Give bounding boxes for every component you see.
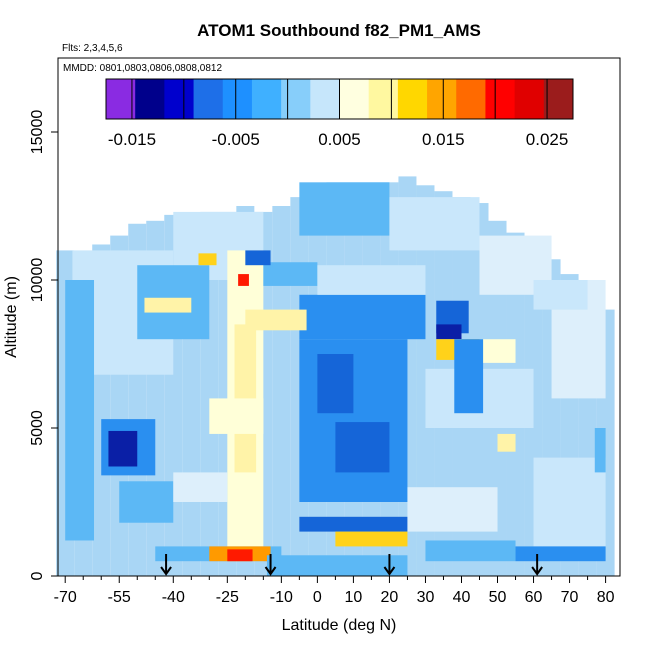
flights-label: Flts: 2,3,4,5,6 [62, 43, 123, 54]
heatmap-cell [533, 280, 588, 310]
heatmap-cell [238, 274, 249, 286]
x-tick-label: -40 [162, 589, 185, 606]
x-tick-label: -55 [108, 589, 131, 606]
colorbar-segment [427, 79, 457, 119]
flight-arrow-head [160, 566, 172, 576]
x-tick-label: 80 [597, 589, 615, 606]
heatmap-cell [263, 262, 318, 286]
heatmap-cell [245, 309, 307, 331]
chart-title: ATOM1 Southbound f82_PM1_AMS [197, 21, 481, 40]
heatmap-cell [317, 354, 354, 414]
y-tick-label: 10000 [29, 258, 46, 303]
y-tick-label: 5000 [29, 410, 46, 446]
colorbar-segment [193, 79, 224, 119]
x-tick-label: 40 [453, 589, 471, 606]
x-tick-label: -25 [216, 589, 239, 606]
arrow-layer [160, 554, 543, 576]
heatmap-layer [56, 176, 615, 577]
y-tick-label: 0 [29, 571, 46, 580]
colorbar-segment [339, 79, 370, 119]
colorbar-segment [543, 79, 574, 119]
heatmap-cell [173, 472, 228, 502]
heatmap-cell [227, 549, 253, 562]
colorbar-segment [164, 79, 195, 119]
colorbar-segment [456, 79, 486, 119]
heatmap-cell [515, 546, 606, 562]
colorbar-segment [310, 79, 340, 119]
y-axis-label: Altitude (m) [3, 276, 20, 358]
colorbar-segment [251, 79, 282, 119]
heatmap-cell [209, 398, 264, 434]
x-axis-label: Latitude (deg N) [282, 617, 397, 634]
heatmap-cell [533, 457, 606, 547]
heatmap-cell [335, 422, 390, 473]
flight-arrow-head [264, 566, 277, 576]
heatmap-cell [299, 182, 390, 236]
colorbar-segment [135, 79, 165, 119]
heatmap-cell [479, 339, 516, 363]
heatmap-cell [299, 294, 426, 340]
colorbar-frame [105, 78, 574, 120]
heatmap-cell [317, 265, 426, 295]
heatmap-cell [436, 324, 462, 340]
colorbar-tick-label: -0.005 [212, 130, 260, 149]
heatmap-cell [454, 339, 484, 414]
x-tick-label: 70 [561, 589, 579, 606]
heatmap-cell [65, 280, 95, 541]
heatmap-cell [245, 250, 271, 266]
heatmap-cell [299, 339, 408, 502]
heatmap-cell [198, 253, 217, 266]
colorbar-segment [222, 79, 253, 119]
heatmap-cell [407, 487, 498, 532]
colorbar: -0.015 -0.005 0.005 0.015 0.025 [105, 78, 574, 149]
x-tick-label: -70 [54, 589, 77, 606]
flight-arrow-head [383, 566, 396, 576]
colorbar-tick-label: 0.005 [318, 130, 361, 149]
x-tick-label: 60 [525, 589, 543, 606]
x-tick-label: 0 [313, 589, 322, 606]
colorbar-segment [106, 79, 136, 119]
x-tick-label: 20 [381, 589, 399, 606]
heatmap-cell [389, 197, 480, 251]
colorbar-segment [281, 79, 311, 119]
colorbar-segment [397, 79, 428, 119]
heatmap-cell [594, 428, 606, 473]
heatmap-cell [108, 430, 138, 467]
heatmap-cell [119, 481, 174, 523]
colorbar-tick-label: 0.025 [526, 130, 569, 149]
x-axis: -70 -55 -40 -25 -10 0 10 20 30 40 50 60 70 80 [54, 575, 615, 606]
colorbar-segment [485, 79, 516, 119]
y-axis: 0 5000 10000 15000 [29, 110, 59, 580]
dates-label: MMDD: 0801,0803,0806,0808,0812 [63, 63, 222, 74]
colorbar-segment [514, 79, 545, 119]
heatmap-cell [497, 433, 516, 452]
heatmap-cell [335, 531, 408, 547]
heatmap-cell [144, 297, 192, 313]
x-tick-label: 10 [345, 589, 363, 606]
colorbar-tick-label: -0.015 [108, 130, 156, 149]
colorbar-tick-label: 0.015 [422, 130, 465, 149]
x-tick-label: 30 [417, 589, 435, 606]
heatmap-cell [299, 516, 408, 532]
heatmap-cell [425, 540, 516, 562]
y-tick-label: 15000 [29, 110, 46, 155]
x-tick-label: -10 [270, 589, 293, 606]
heatmap-column [272, 206, 291, 576]
flight-arrow-head [531, 566, 543, 576]
colorbar-segment [368, 79, 399, 119]
heatmap-cell [266, 555, 408, 576]
x-tick-label: 50 [489, 589, 507, 606]
